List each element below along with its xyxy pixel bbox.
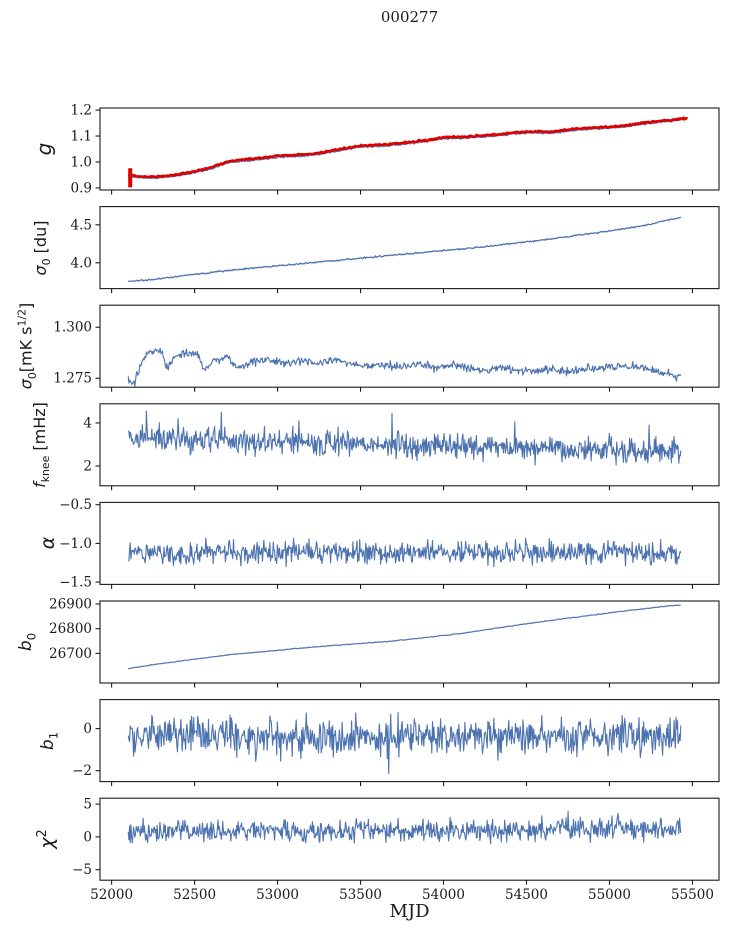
ylabel-alpha: α (36, 537, 59, 550)
axes-frame (99, 107, 720, 191)
axes-frame (99, 206, 720, 290)
y-tick-label: 0 (83, 829, 92, 845)
y-tick-label: 1.275 (53, 371, 92, 387)
y-tick-label: 4 (83, 415, 92, 431)
y-tick-label: 0 (83, 721, 92, 737)
series-b0-blue (128, 604, 681, 670)
y-tick-label: −1.0 (59, 536, 92, 552)
x-tick-label: 55500 (671, 887, 714, 903)
y-tick-label: 1.2 (71, 103, 92, 119)
y-tick-label: 0.9 (71, 180, 92, 196)
ylabel-sigma0-du: σ0 [du] (30, 220, 54, 276)
axes-frame (99, 403, 720, 487)
axes-frame (99, 797, 720, 881)
subplot-chi2: −5 0 5 52000 52500 53000 53500 54000 54500 55000 5… (72, 797, 720, 903)
ylabel-b0: b0 (16, 632, 39, 652)
x-tick-label: 52000 (90, 887, 133, 903)
y-tick-label: −1.5 (59, 575, 92, 591)
y-tick-label: −5 (72, 862, 92, 878)
x-tick-label: 54000 (422, 887, 465, 903)
axes-frame (99, 699, 720, 783)
subplot-b0: 26700 26800 26900 (49, 596, 720, 688)
y-tick-label: −2 (72, 763, 92, 779)
subplot-alpha: −1.5 −1.0 −0.5 (59, 497, 720, 591)
x-tick-label: 53500 (339, 887, 382, 903)
x-tick-label: 55000 (588, 887, 631, 903)
ylabel-sigma0-mks: σ0[mK s1/2] (15, 302, 39, 390)
subplot-sigma0-du: 4.0 4.5 (71, 206, 720, 294)
x-axis-label: MJD (389, 901, 430, 922)
y-tick-label: 5 (83, 797, 92, 813)
x-tick-label: 53000 (256, 887, 299, 903)
y-tick-label: 1.1 (71, 129, 92, 145)
y-tick-label: 26700 (49, 646, 92, 662)
x-tick-label: 52500 (173, 887, 216, 903)
subplot-fknee: 24 (83, 403, 720, 491)
y-tick-label: 26800 (49, 621, 92, 637)
ylabel-chi2: χ2 (34, 829, 59, 849)
axes-frame (99, 304, 720, 388)
x-tick-label: 54500 (505, 887, 548, 903)
axes-frame (99, 501, 720, 585)
axes-frame (99, 600, 720, 684)
y-tick-label: −0.5 (59, 497, 92, 513)
series-g-red (127, 116, 689, 179)
y-tick-label: 26900 (49, 596, 92, 612)
ylabel-g: g (32, 142, 56, 156)
series-sigma0-mks-blue (127, 347, 682, 387)
subplot-sigma0-mks: 1.275 1.300 (53, 304, 720, 392)
series-b1-blue (127, 711, 682, 775)
ylabel-fknee: fknee [mHz] (29, 401, 53, 488)
y-tick-label: 4.0 (71, 255, 92, 271)
y-tick-label: 1.0 (71, 154, 92, 170)
series-sigma0-du-blue (127, 216, 682, 283)
subplot-g: 0.9 1.0 1.1 1.2 (71, 103, 720, 196)
plot-title: 000277 (380, 8, 439, 26)
subplot-b1: −2 0 (72, 699, 720, 787)
ylabel-b1: b1 (38, 731, 61, 750)
y-tick-label: 2 (83, 458, 92, 474)
y-tick-label: 1.300 (53, 320, 92, 336)
series-chi2-blue (127, 810, 682, 845)
series-alpha-blue (128, 537, 682, 568)
series-fknee-blue (127, 410, 682, 466)
y-tick-label: 4.5 (71, 217, 92, 233)
